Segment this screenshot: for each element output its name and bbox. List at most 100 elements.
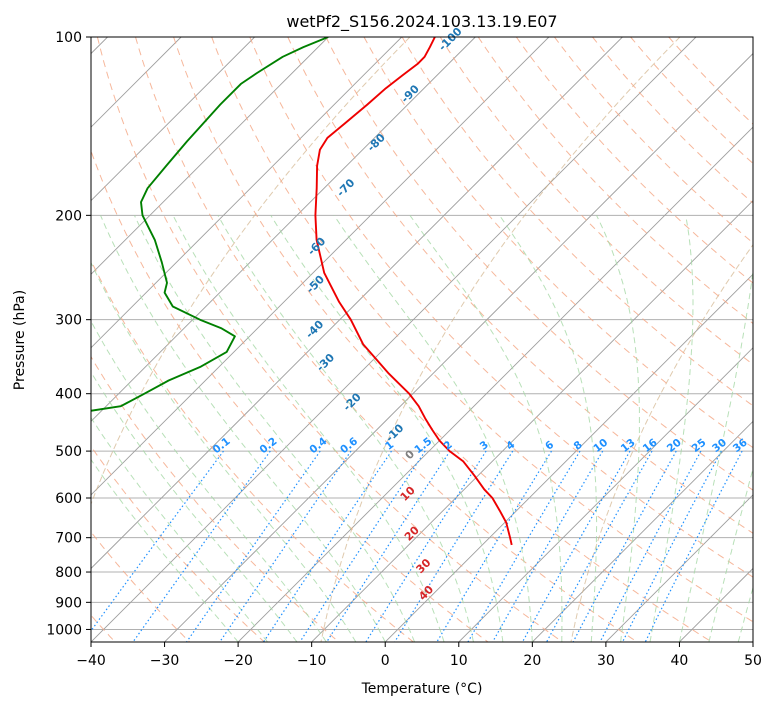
x-tick-label: −10 [297,653,327,669]
tan-guide-curve [570,243,753,642]
dry-adiabat-line [287,37,753,534]
moist-adiabat-line [100,215,386,642]
mixing-ratio-label: 0.2 [257,435,279,456]
moist-adiabat-line [172,215,445,642]
mixing-ratio-label: 13 [619,437,638,455]
mixing-ratio-label: 25 [690,437,709,455]
mixing-ratio-line [262,450,392,642]
moist-adiabat-line [91,371,298,642]
isotherm-gridline [91,37,697,642]
moist-adiabat-line [91,458,239,642]
axis-ticks: −40 −30 −20 −10 0 10 20 30 40 50 100 200 300 400 500 60… [46,30,762,669]
mixing-ratio-label: 16 [641,437,660,455]
x-axis-label: Temperature (°C) [361,681,483,697]
mixing-ratio-line [219,450,352,642]
mixing-ratio-line [644,450,743,642]
dry-adiabat-label: -80 [365,131,388,154]
mixing-ratio-line [365,450,487,642]
isotherm-gridline [311,200,753,642]
x-tick-label: −30 [150,653,180,669]
isotherm-gridline [605,494,753,642]
moist-adiabat-line [91,416,268,642]
chart-title: wetPf2_S156.2024.103.13.19.E07 [286,12,557,32]
x-tick-label: 20 [523,653,541,669]
y-tick-label: 600 [55,491,82,507]
mixing-ratio-line [622,450,722,642]
moist-adiabat-line [649,215,694,642]
mixing-ratio-label: 10 [591,437,610,455]
moist-adiabat-line [91,261,357,642]
mixing-ratio-label: 1.5 [412,435,434,456]
x-tick-label: −20 [223,653,253,669]
dry-adiabat-line [554,37,753,244]
y-tick-label: 800 [55,565,82,581]
mixing-ratio-label: 0.6 [338,435,360,456]
mixing-ratio-label: 30 [710,437,729,455]
isotherm-gridline [91,37,476,422]
dry-adiabat-line [91,531,191,642]
isotherm-gridline [752,641,753,642]
dry-adiabat-line [325,37,753,491]
mixing-ratio-line [299,450,426,642]
moist-adiabat-line [678,267,753,642]
mixing-ratio-line [91,450,224,632]
dry-adiabat-label: -40 [303,318,326,341]
isotherm-gridline [532,420,753,642]
dry-adiabat-label: -70 [334,176,357,199]
dry-adiabat-line [515,37,753,284]
moist-adiabat-line [333,215,533,642]
tan-guide-curve [91,37,411,506]
dry-adiabat-line [477,37,753,325]
dry-adiabat-line [668,37,753,125]
x-tick-label: 40 [671,653,689,669]
x-tick-label: −40 [76,653,106,669]
moist-adiabat-line [409,215,563,642]
moist-adiabat-line [91,320,327,642]
isotherm-gridline [91,37,255,202]
dry-adiabat-label: -60 [305,235,328,258]
x-tick-label: 50 [744,653,762,669]
isotherm-gridline [91,37,550,496]
dry-adiabat-line [91,445,265,642]
mixing-ratio-line [186,450,321,642]
y-tick-label: 900 [55,595,82,611]
temperature-profile-line [314,37,513,546]
dry-adiabat-line [211,37,753,623]
mixing-ratio-line [492,450,604,642]
y-tick-label: 1000 [46,622,82,638]
x-tick-label: 10 [450,653,468,669]
dewpoint-profile-line [91,37,329,412]
y-tick-label: 200 [55,208,82,224]
dry-adiabat-line [249,37,753,578]
dry-adiabat-label: -30 [314,351,337,374]
dry-adiabat-line [96,37,563,642]
dry-adiabat-label: 20 [402,523,422,543]
isotherm-gridline [237,126,753,642]
x-tick-label: 0 [381,653,390,669]
plot-frame [90,36,754,643]
dry-adiabat-label: -50 [304,273,327,296]
mixing-ratio-line [546,450,653,642]
dry-adiabat-line [91,259,414,642]
tan-guide-curve [320,37,681,642]
moist-adiabat-line [217,215,474,642]
dry-adiabat-line [91,355,340,642]
dry-adiabat-line [401,37,753,407]
moist-adiabat-line [270,215,504,642]
moist-adiabat-line [499,215,598,642]
mixing-ratio-line [394,450,514,642]
y-tick-label: 100 [55,30,82,46]
isotherm-gridline [458,347,753,642]
mixing-ratio-label: 0.4 [307,435,329,456]
mixing-ratio-label: 36 [731,437,750,455]
mixing-ratio-line [467,450,581,642]
isotherm-gridline [91,37,329,275]
isotherm-gridline [679,567,753,642]
moist-adiabat-line [133,215,416,642]
moist-adiabat-line [708,466,753,642]
isotherm-gridline [91,37,623,570]
dry-adiabat-line [91,149,489,642]
background-lines [91,37,753,642]
mixing-ratio-label: 0.1 [211,435,233,456]
